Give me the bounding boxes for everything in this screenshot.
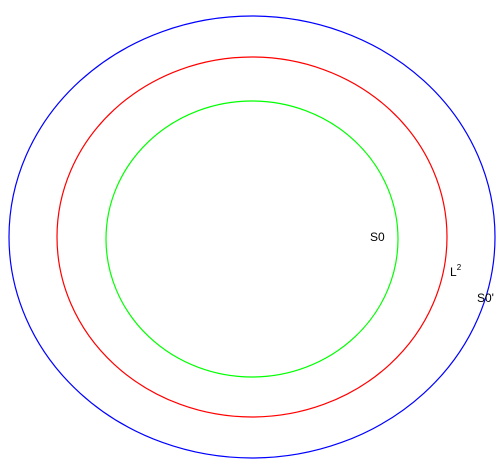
label-s0: S0 xyxy=(370,230,385,244)
label-l2-superscript: 2 xyxy=(457,263,462,272)
ring-l2 xyxy=(56,56,448,418)
label-l2: L2 xyxy=(450,263,462,279)
label-l2-base: L xyxy=(450,265,457,279)
label-s0-prime: S0' xyxy=(477,291,494,305)
ring-s0 xyxy=(105,100,399,378)
ring-s0-prime xyxy=(8,15,496,459)
